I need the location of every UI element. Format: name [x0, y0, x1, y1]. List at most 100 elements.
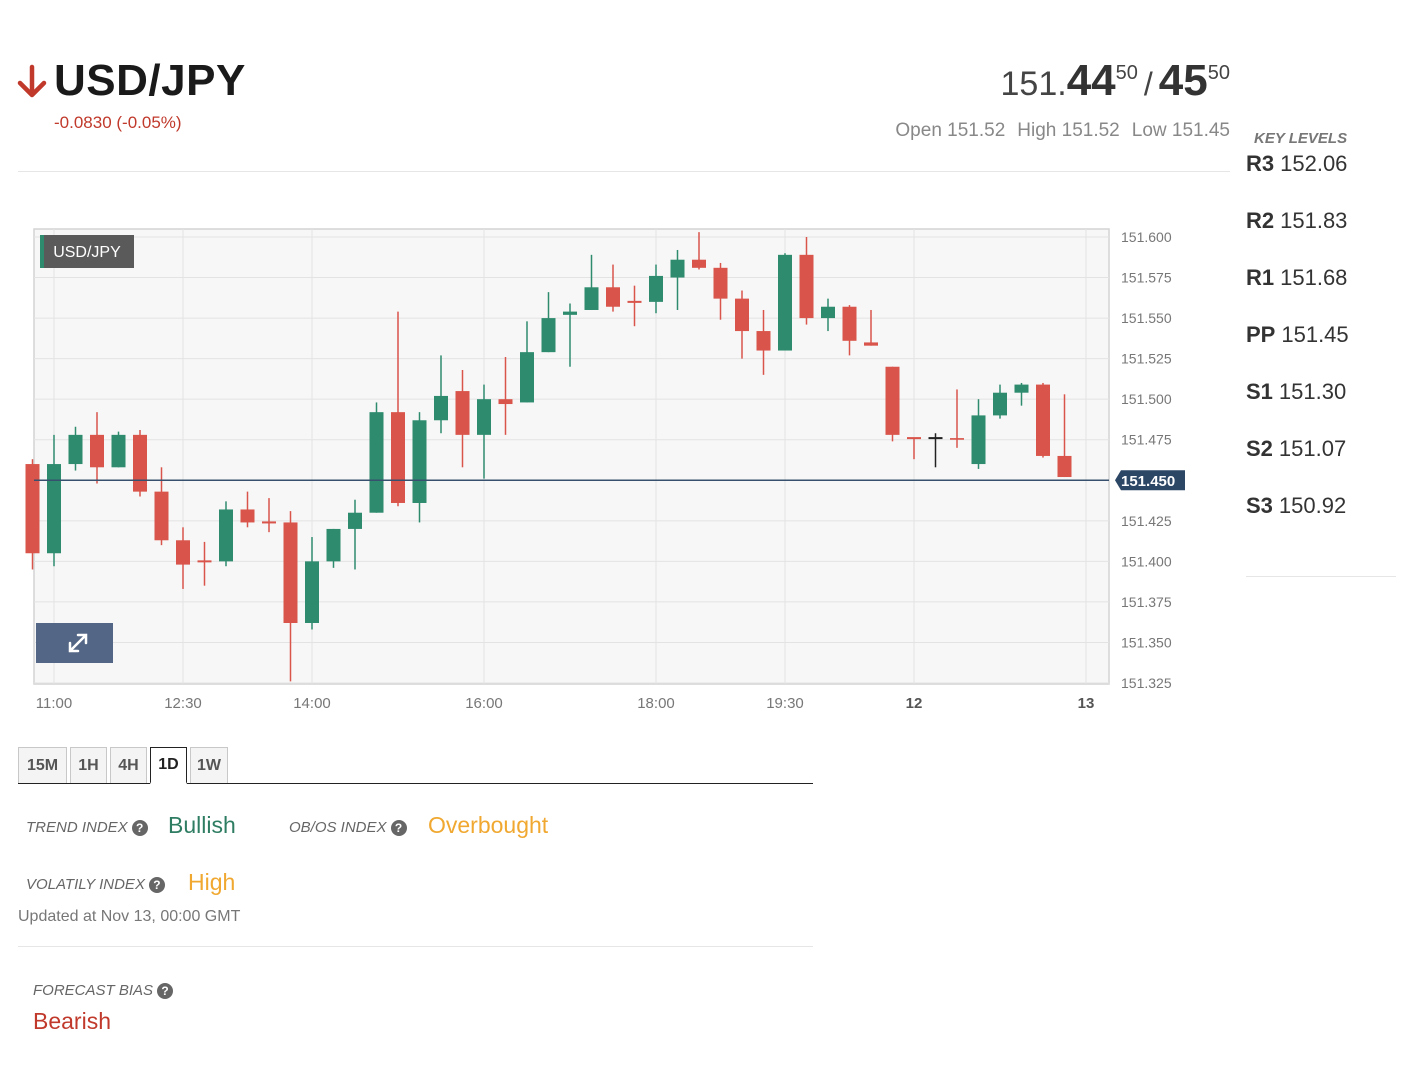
key-level-value: 151.07 [1278, 436, 1347, 461]
question-circle-icon[interactable]: ? [148, 876, 165, 893]
x-tick-label: 14:00 [293, 695, 331, 712]
question-circle-icon[interactable]: ? [157, 982, 174, 999]
header-divider [18, 171, 1230, 172]
y-tick-label: 151.400 [1121, 553, 1172, 569]
candle-body [412, 420, 427, 503]
y-tick-label: 151.500 [1121, 391, 1172, 407]
candle-body [133, 434, 147, 492]
candle-body [47, 464, 61, 554]
key-level-s2: S2 151.07 [1246, 436, 1396, 493]
pair-title: USD/JPY [54, 56, 246, 105]
tab-1w[interactable]: 1W [190, 747, 228, 783]
y-tick-label: 151.475 [1121, 432, 1172, 448]
key-level-r3: R3 152.06 [1246, 151, 1396, 208]
bid-pips: 44 [1066, 56, 1116, 105]
fullscreen-button[interactable] [36, 623, 113, 663]
current-price-tag [1115, 470, 1185, 491]
trend-index-label: TREND INDEX? [26, 819, 148, 836]
key-level-label: PP [1246, 322, 1276, 347]
candle-body [455, 391, 470, 435]
price-chart[interactable]: 151.600 151.575 151.550 151.525 151.500 151.4… [0, 220, 1200, 720]
candle-body [971, 415, 986, 465]
candle-body [25, 464, 40, 554]
y-tick-label: 151.350 [1121, 634, 1172, 650]
question-circle-icon[interactable]: ? [390, 819, 407, 836]
candle-body [1057, 455, 1072, 478]
quote-separator: / [1143, 66, 1153, 102]
instrument-label: USD/JPY [53, 244, 121, 261]
tab-1h[interactable]: 1H [70, 747, 107, 783]
candle-body [240, 509, 255, 523]
candle-body [348, 512, 362, 529]
obos-index-label-text: OB/OS INDEX [289, 819, 387, 836]
instrument-label-box [40, 235, 134, 268]
tab-4h[interactable]: 4H [110, 747, 147, 783]
candle-body [950, 438, 964, 440]
x-tick-label: 16:00 [465, 695, 503, 712]
high-stat: High 151.52 [1017, 120, 1120, 141]
key-level-value: 152.06 [1280, 151, 1348, 176]
candle-body [434, 395, 448, 421]
tab-15m[interactable]: 15M [18, 747, 67, 783]
x-tick-label: 19:30 [766, 695, 804, 712]
candle-body [735, 298, 749, 332]
key-levels-list: R3 152.06 R2 151.83 R1 151.68 PP 151.45 S1 151.30… [1246, 151, 1396, 550]
indices-divider [18, 946, 813, 947]
candle-body [262, 521, 276, 524]
updated-timestamp: Updated at Nov 13, 00:00 GMT [18, 908, 241, 925]
expand-icon[interactable] [68, 633, 88, 653]
low-stat: Low 151.45 [1131, 120, 1230, 141]
candle-body [477, 399, 491, 435]
key-levels-title: KEY LEVELS [1254, 130, 1348, 147]
key-level-s3: S3 150.92 [1246, 493, 1396, 550]
candle-body [756, 331, 771, 351]
key-level-s1: S1 151.30 [1246, 379, 1396, 436]
y-tick-label: 151.550 [1121, 310, 1172, 326]
candle-body [821, 306, 835, 319]
question-circle-icon[interactable]: ? [131, 819, 148, 836]
candle-body [520, 352, 534, 403]
candle-body [563, 311, 577, 315]
candle-body [778, 254, 792, 351]
key-level-r1: R1 151.68 [1246, 265, 1396, 322]
bid-fraction: 50 [1115, 62, 1138, 84]
x-tick-label: 13 [1078, 695, 1095, 712]
key-level-label: R1 [1246, 265, 1275, 290]
key-level-r2: R2 151.83 [1246, 208, 1396, 265]
candle-body [649, 275, 663, 302]
x-tick-label: 12 [906, 695, 923, 712]
candle-body [692, 259, 706, 268]
candle-body [197, 560, 212, 563]
key-level-label: S3 [1246, 493, 1273, 518]
ask-pips: 45 [1158, 56, 1208, 105]
key-levels-panel: KEY LEVELS R3 152.06 R2 151.83 R1 151.68 PP 151… [1246, 130, 1396, 550]
y-tick-label: 151.325 [1121, 675, 1172, 691]
candle-body [326, 528, 341, 562]
key-level-value: 151.45 [1281, 322, 1349, 347]
trend-index-label-text: TREND INDEX [26, 819, 128, 836]
y-tick-label: 151.600 [1121, 229, 1172, 245]
key-level-label: R2 [1246, 208, 1275, 233]
bid-ask-quote: 151.4450/4550 [1001, 56, 1230, 106]
candle-body [885, 366, 900, 435]
y-tick-label: 151.525 [1121, 351, 1172, 367]
candle-body [176, 540, 190, 565]
candle-body [154, 491, 169, 541]
candle-body [713, 267, 728, 299]
price-change: -0.0830 (-0.05%) [54, 113, 182, 132]
candle-body [842, 306, 857, 341]
candle-body [111, 434, 126, 468]
tab-1d[interactable]: 1D [150, 747, 187, 784]
candle-body [369, 412, 384, 513]
x-tick-label: 18:00 [637, 695, 675, 712]
key-level-value: 151.83 [1280, 208, 1348, 233]
volatility-index-value: High [188, 869, 236, 895]
arrow-down-icon [17, 64, 47, 98]
bid-prefix: 151. [1000, 65, 1067, 103]
timeframe-tabs: 15M 1H 4H 1D 1W [18, 747, 813, 784]
candle-body [498, 399, 513, 405]
ask-fraction: 50 [1207, 62, 1230, 84]
forecast-bias-label-text: FORECAST BIAS [33, 982, 154, 999]
candle-body [864, 342, 878, 346]
obos-index-label: OB/OS INDEX? [289, 819, 407, 836]
